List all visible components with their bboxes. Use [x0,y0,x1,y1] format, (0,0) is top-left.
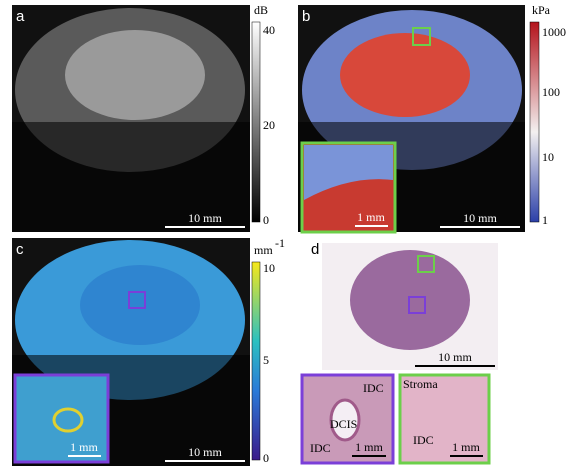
annotation: Stroma [403,377,438,391]
scale-label: 1 mm [355,440,383,454]
colorbar-tick: 5 [263,353,269,367]
colorbar-tick: 100 [542,85,560,99]
panel-a: a 10 mm dB 40 20 0 [12,3,275,232]
annotation: IDC [310,441,331,455]
panel-label: b [302,8,310,25]
annotation: IDC [413,433,434,447]
colorbar-tick: 20 [263,118,275,132]
scale-label: 10 mm [188,445,222,459]
colorbar-tick: 0 [263,451,269,465]
figure: a 10 mm dB 40 20 0 b 1 mm 10 mm kPa 1000… [0,0,582,466]
scale-label: 10 mm [438,350,472,364]
panel-c: c 1 mm 10 mm mm -1 10 5 0 [12,236,285,466]
colorbar [530,22,539,222]
colorbar [252,262,260,460]
tumor [80,265,200,345]
scale-label: 1 mm [70,440,98,454]
panel-label: d [311,241,319,258]
colorbar-tick: 1 [542,213,548,227]
tumor [65,30,205,120]
panel-b: b 1 mm 10 mm kPa 1000 100 10 1 [298,3,566,232]
colorbar-unit-superscript: -1 [275,236,285,250]
panel-label: a [16,8,25,25]
tumor [340,33,470,117]
colorbar-unit: mm [254,243,273,257]
annotation: DCIS [330,417,357,431]
scale-label: 10 mm [188,211,222,225]
colorbar-unit: dB [254,3,268,17]
scale-label: 1 mm [452,440,480,454]
colorbar-tick: 10 [263,261,275,275]
colorbar-tick: 40 [263,23,275,37]
colorbar-tick: 1000 [542,25,566,39]
scale-label: 1 mm [357,210,385,224]
page: a 10 mm dB 40 20 0 b 1 mm 10 mm kPa 1000… [0,0,582,466]
colorbar-tick: 10 [542,150,554,164]
scale-label: 10 mm [463,211,497,225]
colorbar [252,22,260,222]
panel-label: c [16,241,24,258]
panel-d: d 10 mm IDC DCIS IDC 1 mm Stroma IDC 1 m… [302,241,498,463]
annotation: IDC [363,381,384,395]
colorbar-unit: kPa [532,3,551,17]
colorbar-tick: 0 [263,213,269,227]
